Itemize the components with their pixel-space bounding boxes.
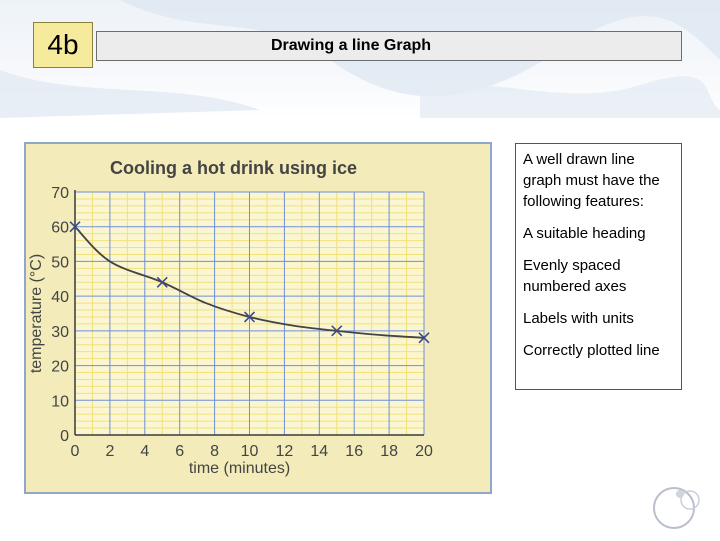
x-tick-label: 4 [140,443,149,460]
y-tick-label: 60 [51,220,69,237]
chart-svg: 0 2 4 6 8 10 12 14 16 18 20 0 10 20 30 40 50 60 70 Cooling … [28,158,433,477]
data-point-marker [331,325,343,337]
y-tick-label: 20 [51,359,69,376]
x-tick-label: 8 [210,443,219,460]
data-point-marker [156,276,168,288]
y-axis-label: temperature (°C) [28,254,45,373]
data-point-marker [418,332,430,344]
x-tick-label: 14 [310,443,328,460]
section-badge: 4b [33,22,93,68]
line-chart: 0 2 4 6 8 10 12 14 16 18 20 0 10 20 30 40 50 60 70 Cooling … [24,142,492,494]
features-box: A well drawn line graph must have the fo… [515,143,682,390]
logo-icon [653,487,700,529]
y-tick-label: 50 [51,254,69,271]
x-tick-label: 2 [105,443,114,460]
y-tick-label: 70 [51,185,69,202]
data-point-marker [69,221,81,233]
x-tick-label: 18 [380,443,398,460]
slide-title-text: Drawing a line Graph [271,37,432,54]
feature-item-heading: A suitable heading [523,225,646,242]
x-tick-label: 20 [415,443,433,460]
slide-title: Drawing a line Graph [96,31,682,61]
x-tick-label: 0 [71,443,80,460]
x-axis-label: time (minutes) [189,460,290,477]
feature-item-line: Correctly plotted line [523,342,660,359]
x-tick-label: 10 [241,443,259,460]
y-tick-label: 10 [51,393,69,410]
data-point-marker [243,311,256,323]
x-tick-label: 12 [276,443,294,460]
feature-item-axes: Evenly spaced numbered axes [523,257,627,295]
feature-item-labels: Labels with units [523,310,634,327]
publisher-logo [650,484,714,536]
y-tick-label: 0 [60,428,69,445]
x-tick-label: 6 [175,443,184,460]
x-tick-label: 16 [345,443,363,460]
y-tick-label: 30 [51,324,69,341]
features-intro: A well drawn line graph must have the fo… [523,151,660,210]
chart-title: Cooling a hot drink using ice [110,158,357,178]
y-tick-label: 40 [51,289,69,306]
